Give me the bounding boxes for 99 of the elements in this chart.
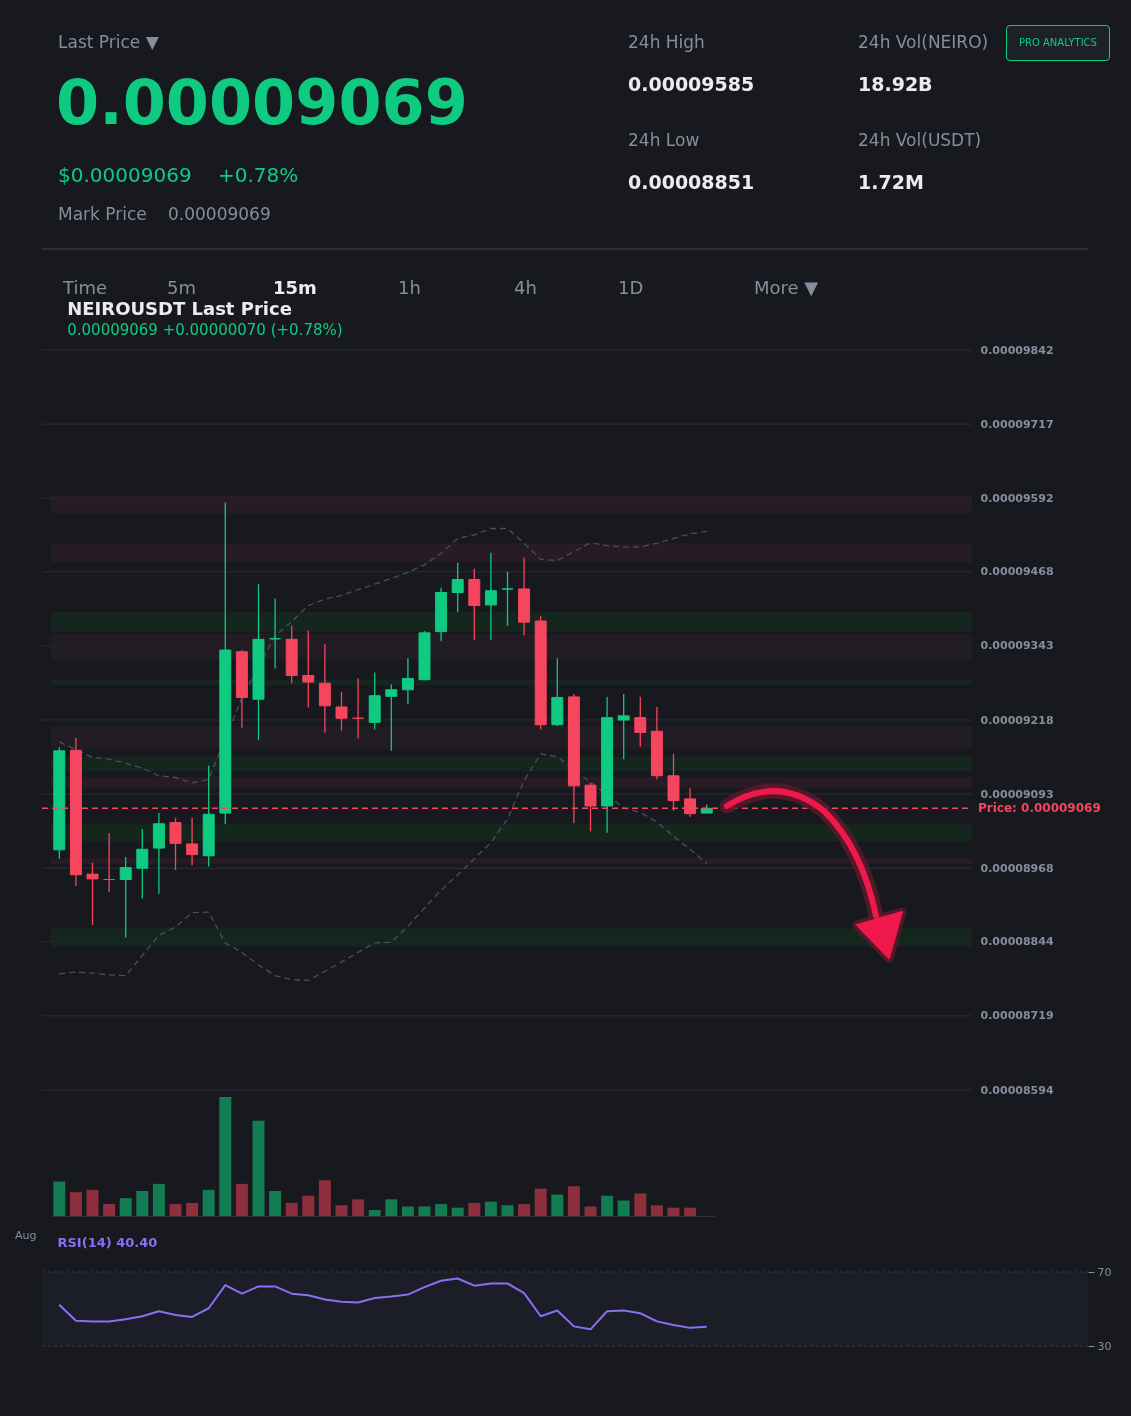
text: More ▼ xyxy=(754,277,819,299)
chart-title: RSI(14) 40.40 xyxy=(57,1235,158,1250)
candlestick xyxy=(119,856,132,939)
candlestick xyxy=(385,683,398,752)
text: PRO ANALYTICS xyxy=(1006,25,1110,61)
bar xyxy=(136,1191,149,1216)
text: Time xyxy=(63,277,108,299)
text: 0.00009069 xyxy=(168,204,271,225)
candlestick xyxy=(484,552,497,641)
chart-subtitle: 0.00009069 +0.00000070 (+0.78%) xyxy=(67,321,343,339)
candlestick xyxy=(86,862,99,926)
y-tick-label: 0.00009218 xyxy=(980,713,1054,727)
y-tick-label: 30 xyxy=(1097,1339,1112,1353)
bar xyxy=(567,1186,580,1216)
y-tick-label: 0.00008844 xyxy=(980,935,1054,949)
text: Last Price ▼ xyxy=(58,32,159,53)
bar xyxy=(352,1199,365,1216)
y-tick-label: 0.00008968 xyxy=(980,861,1054,875)
bar xyxy=(335,1205,348,1216)
bar xyxy=(650,1205,663,1216)
bar xyxy=(401,1206,414,1216)
bar xyxy=(285,1202,298,1216)
text: $0.00009069 xyxy=(58,163,192,187)
candlestick xyxy=(302,629,315,709)
candlestick xyxy=(401,657,414,705)
bar xyxy=(534,1188,547,1216)
y-tick-label: 70 xyxy=(1097,1265,1112,1279)
y-tick-label: 0.00009592 xyxy=(980,491,1054,505)
bar xyxy=(501,1205,514,1216)
bar xyxy=(119,1198,132,1216)
line-series xyxy=(58,753,708,981)
candlestick xyxy=(335,691,348,732)
bar xyxy=(451,1207,464,1216)
bar xyxy=(601,1195,614,1216)
candlestick xyxy=(451,562,464,613)
bar xyxy=(103,1204,116,1216)
y-tick-label: 0.00009093 xyxy=(980,787,1054,801)
y-tick-label: 0.00008719 xyxy=(980,1009,1054,1023)
ref-line-label: Price: 0.00009069 xyxy=(978,801,1101,816)
bar xyxy=(302,1195,315,1216)
candlestick xyxy=(186,817,199,866)
y-tick-label: 0.00008594 xyxy=(980,1083,1054,1097)
bar xyxy=(252,1120,265,1216)
bar xyxy=(617,1200,630,1216)
text: 0.00008851 xyxy=(628,171,755,194)
bar xyxy=(385,1199,398,1216)
bar xyxy=(584,1206,597,1216)
bar xyxy=(53,1181,66,1216)
bar xyxy=(86,1189,99,1216)
text: +0.78% xyxy=(218,163,299,187)
chart-title: NEIROUSDT Last Price xyxy=(67,298,292,319)
bar xyxy=(634,1193,647,1216)
line-series xyxy=(58,527,708,784)
bar xyxy=(318,1180,331,1216)
bar xyxy=(368,1210,381,1216)
candlestick xyxy=(617,693,630,760)
bar xyxy=(684,1207,697,1216)
y-tick-label: 0.00009343 xyxy=(980,639,1054,653)
bar xyxy=(518,1204,531,1216)
bar xyxy=(169,1204,182,1216)
bar xyxy=(69,1192,82,1216)
candlestick xyxy=(169,817,182,871)
bar xyxy=(435,1204,448,1216)
text: 24h High xyxy=(628,32,705,53)
text: 0.00009069 xyxy=(56,66,468,139)
bar xyxy=(269,1191,282,1216)
bar xyxy=(186,1202,199,1216)
candlestick xyxy=(352,677,365,740)
bar xyxy=(484,1201,497,1216)
candlestick xyxy=(634,696,647,748)
bar xyxy=(219,1097,232,1216)
text: 0.00009585 xyxy=(628,73,755,96)
candlestick xyxy=(103,832,116,893)
candlestick xyxy=(136,828,149,900)
y-tick-label: 0.00009717 xyxy=(980,417,1054,431)
text: 24h Low xyxy=(628,130,700,151)
text: 1h xyxy=(398,277,421,299)
bar xyxy=(202,1189,215,1216)
text: 5m xyxy=(167,277,196,299)
bar xyxy=(551,1194,564,1216)
text: 15m xyxy=(273,277,317,299)
text: 24h Vol(USDT) xyxy=(858,130,982,151)
bar xyxy=(235,1183,248,1216)
text: 1.72M xyxy=(858,171,924,194)
text: Mark Price xyxy=(58,204,147,225)
y-tick-label: 0.00009842 xyxy=(980,343,1054,357)
text: 18.92B xyxy=(858,73,933,96)
text: 4h xyxy=(514,277,537,299)
text: Aug xyxy=(15,1229,37,1243)
bar xyxy=(418,1206,431,1216)
line-series xyxy=(58,1277,708,1331)
candlestick xyxy=(269,597,282,670)
candlestick xyxy=(501,571,514,627)
bar xyxy=(468,1202,481,1216)
text: 24h Vol(NEIRO) xyxy=(858,32,989,53)
bar xyxy=(152,1183,165,1216)
candlestick xyxy=(318,643,331,734)
text: 1D xyxy=(618,277,644,299)
y-tick-label: 0.00009468 xyxy=(980,565,1054,579)
